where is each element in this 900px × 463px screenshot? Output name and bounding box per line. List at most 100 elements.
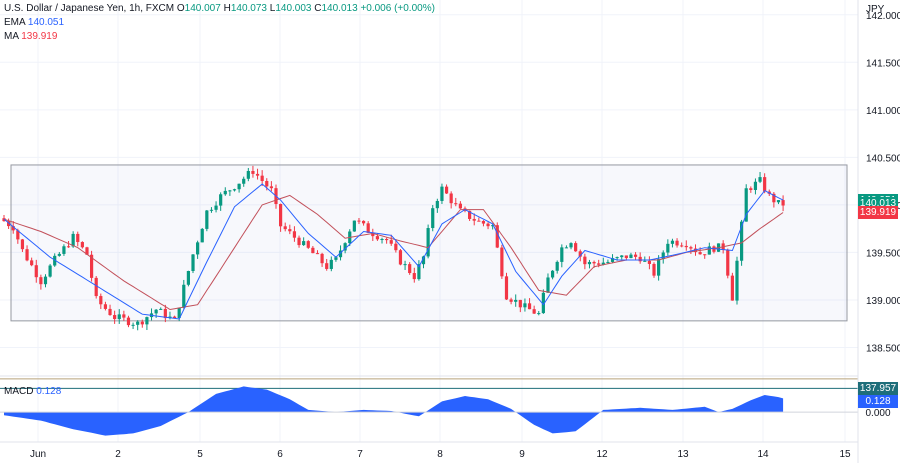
macd-legend[interactable]: MACD 0.128	[4, 386, 61, 397]
x-tick-label: 7	[357, 449, 363, 460]
candle-body	[131, 324, 135, 326]
candle-body	[698, 252, 702, 255]
candle-body	[610, 258, 615, 262]
candle-body	[421, 256, 426, 265]
candle-body	[25, 249, 29, 261]
candle-body	[555, 261, 559, 271]
macd-label: MACD	[4, 386, 34, 397]
candle-body	[163, 308, 167, 319]
candle-body	[375, 236, 380, 240]
candle-body	[371, 232, 375, 237]
ma-value: 139.919	[21, 31, 58, 42]
time-axis[interactable]: Jun 2 5 6 7 8 9 12 13 14 15	[0, 441, 858, 460]
candle-body	[564, 247, 569, 249]
ema-row[interactable]: EMA 140.051	[4, 16, 435, 30]
candle-body	[223, 190, 227, 195]
candle-body	[398, 250, 403, 265]
candle-body	[385, 239, 389, 241]
candle-body	[675, 240, 679, 246]
candle-body	[454, 203, 458, 205]
candle-body	[601, 262, 605, 265]
x-tick-label: Jun	[30, 449, 46, 460]
candle-body	[749, 188, 753, 190]
candle-body	[408, 264, 412, 274]
candle-body	[477, 220, 481, 222]
candle-body	[66, 246, 71, 248]
x-tick-label: 5	[197, 449, 203, 460]
candle-body	[500, 247, 504, 277]
candle-body	[431, 208, 435, 229]
candle-body	[191, 254, 195, 272]
candle-body	[468, 210, 472, 219]
candle-body	[546, 277, 550, 293]
candle-body	[394, 243, 398, 251]
candle-body	[117, 314, 121, 320]
symbol-title: U.S. Dollar / Japanese Yen, 1h, FXCM	[4, 3, 175, 14]
close-label: C	[314, 3, 322, 14]
candle-body	[638, 256, 642, 262]
candle-body	[389, 240, 393, 244]
candle-body	[652, 263, 656, 276]
candle-body	[403, 264, 407, 266]
candle-body	[744, 188, 748, 222]
candle-body	[283, 226, 287, 230]
candle-body	[615, 257, 619, 259]
candle-body	[514, 299, 518, 302]
macd-area	[4, 386, 784, 436]
y-tick-label: 138.500	[866, 343, 900, 354]
candle-body	[62, 246, 66, 254]
candle-body	[311, 247, 315, 254]
candle-body	[587, 261, 592, 265]
candle-body	[592, 261, 596, 264]
ema-line	[3, 183, 784, 320]
candle-body	[352, 220, 356, 232]
x-tick-label: 14	[757, 449, 769, 460]
candle-body	[325, 263, 329, 269]
candle-body	[776, 200, 781, 203]
candle-body	[597, 263, 601, 265]
y-tick-label: 139.000	[866, 296, 900, 307]
candle-body	[39, 277, 43, 285]
candle-body	[509, 299, 513, 302]
candle-body	[20, 239, 25, 250]
candle-body	[772, 193, 776, 203]
candle-body	[763, 177, 767, 192]
candle-body	[523, 303, 527, 308]
ma-line	[3, 194, 784, 311]
ma-label: MA	[4, 31, 19, 42]
candle-body	[569, 243, 573, 248]
candle-body	[30, 260, 34, 266]
candle-body	[680, 245, 684, 247]
candle-body	[357, 220, 361, 222]
candle-body	[279, 204, 283, 227]
candle-body	[578, 251, 582, 257]
candle-body	[43, 276, 48, 285]
candle-body	[560, 247, 564, 262]
candle-body	[666, 243, 670, 253]
candle-body	[80, 242, 84, 248]
x-tick-label: 15	[839, 449, 851, 460]
candle-body	[228, 190, 232, 192]
candle-body	[740, 221, 744, 261]
candle-body	[620, 255, 624, 258]
close-value: 140.013	[321, 3, 358, 14]
candle-body	[518, 299, 522, 308]
candle-body	[366, 223, 370, 233]
candle-body	[237, 183, 241, 190]
candle-body	[16, 230, 20, 240]
ma-row[interactable]: MA 139.919	[4, 30, 435, 44]
candle-body	[781, 200, 785, 206]
candle-body	[661, 252, 665, 260]
candle-body	[57, 253, 61, 256]
candle-body	[707, 246, 711, 255]
price-tag: 139.919	[858, 206, 898, 220]
high-value: 140.073	[230, 3, 267, 14]
ema-label: EMA	[4, 17, 26, 28]
x-tick-label: 9	[519, 449, 525, 460]
candle-body	[504, 276, 509, 300]
low-value: 140.003	[275, 3, 312, 14]
candle-body	[246, 170, 250, 179]
candle-body	[140, 321, 144, 325]
candle-body	[172, 316, 177, 319]
